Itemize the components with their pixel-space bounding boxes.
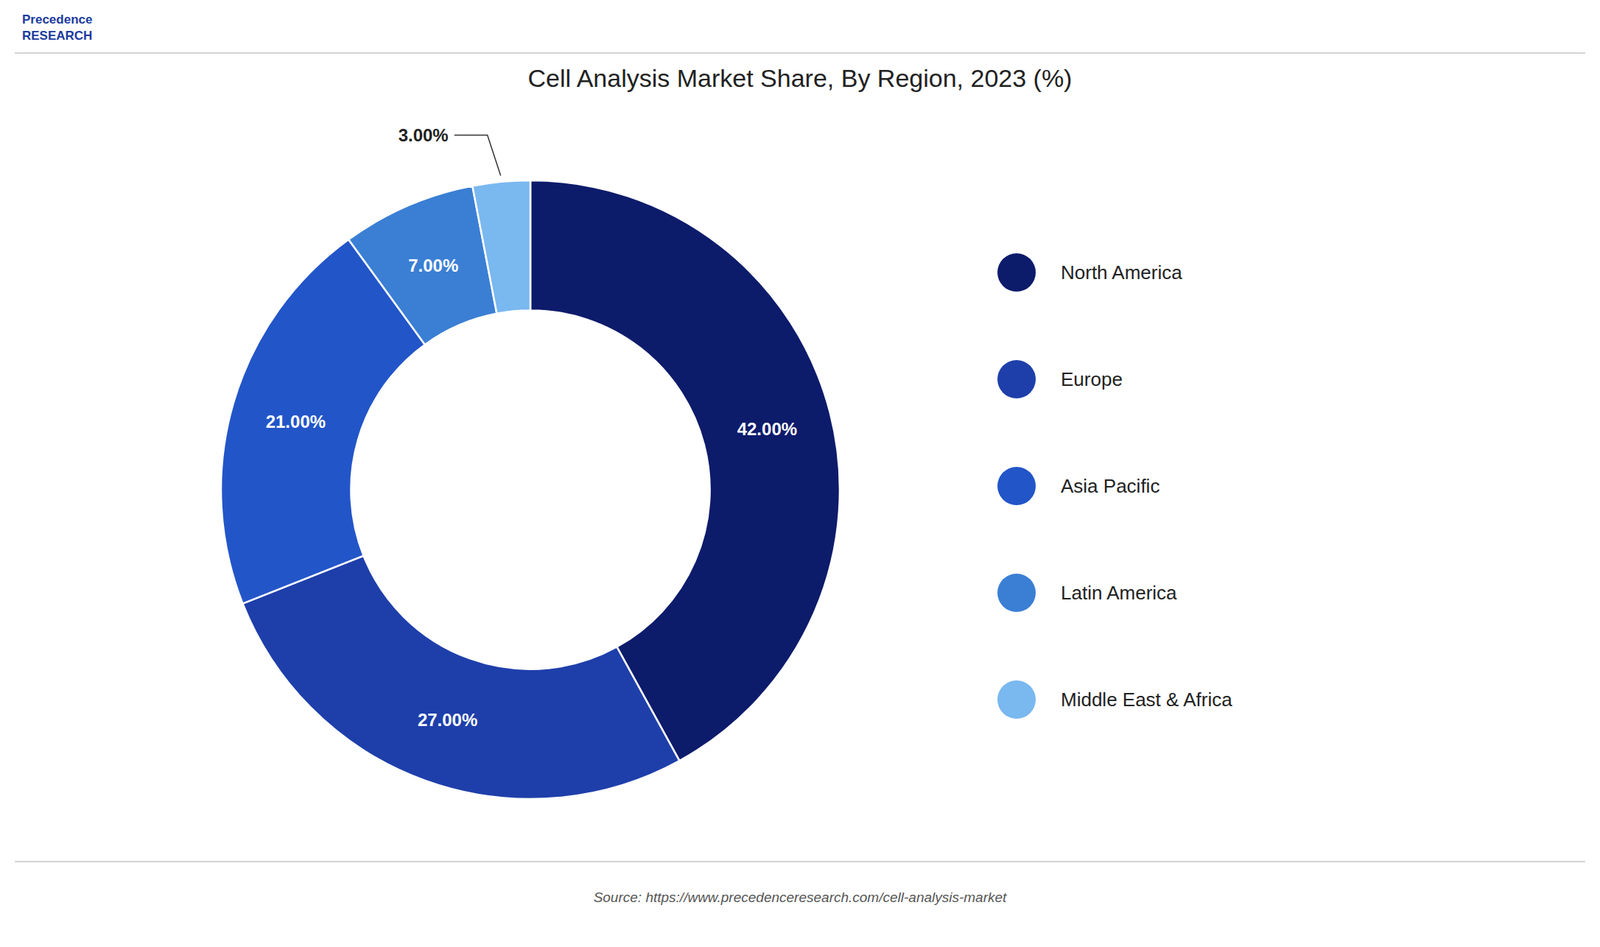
legend-swatch xyxy=(997,573,1036,613)
annotation: Precedence xyxy=(22,12,93,27)
data-label: 27.00% xyxy=(417,710,478,731)
data-label: 21.00% xyxy=(265,411,326,432)
chart: PrecedenceRESEARCH Cell Analysis Market S… xyxy=(0,0,1600,947)
logo: PrecedenceRESEARCH xyxy=(22,12,93,43)
legend-item: Europe xyxy=(997,360,1123,399)
slice xyxy=(348,185,497,345)
divider xyxy=(14,52,1586,54)
legend-item: Middle East & Africa xyxy=(997,680,1233,719)
source: Source: https://www.precedenceresearch.c… xyxy=(593,889,1007,906)
data-label: 7.00% xyxy=(408,255,459,276)
data-labels: 42.00% 27.00% 21.00% 7.00% 3.00% xyxy=(265,125,798,731)
legend-item: Latin America xyxy=(997,573,1178,613)
legend-swatch xyxy=(997,680,1036,719)
legend-label: Asia Pacific xyxy=(1060,475,1160,498)
legend-swatch xyxy=(997,253,1036,292)
annotation: RESEARCH xyxy=(22,28,93,43)
leader-line xyxy=(454,135,501,177)
legend-label: Europe xyxy=(1060,368,1123,391)
legend-label: Latin America xyxy=(1060,581,1178,605)
title: Cell Analysis Market Share, By Region, 2… xyxy=(528,64,1073,93)
legend-item: North America xyxy=(997,253,1183,292)
legend-swatch xyxy=(997,467,1036,506)
legend-swatch xyxy=(997,360,1036,399)
pie xyxy=(220,180,840,800)
slice xyxy=(242,556,680,800)
legend-label: Middle East & Africa xyxy=(1060,688,1233,711)
data-label: 3.00% xyxy=(398,125,449,146)
divider xyxy=(14,861,1586,862)
slice xyxy=(472,180,531,314)
legend-item: Asia Pacific xyxy=(997,467,1160,506)
data-label: 42.00% xyxy=(737,419,798,440)
legend: North America Europe Asia Pacific Latin Ame… xyxy=(997,253,1233,719)
legend-label: North America xyxy=(1060,261,1183,284)
